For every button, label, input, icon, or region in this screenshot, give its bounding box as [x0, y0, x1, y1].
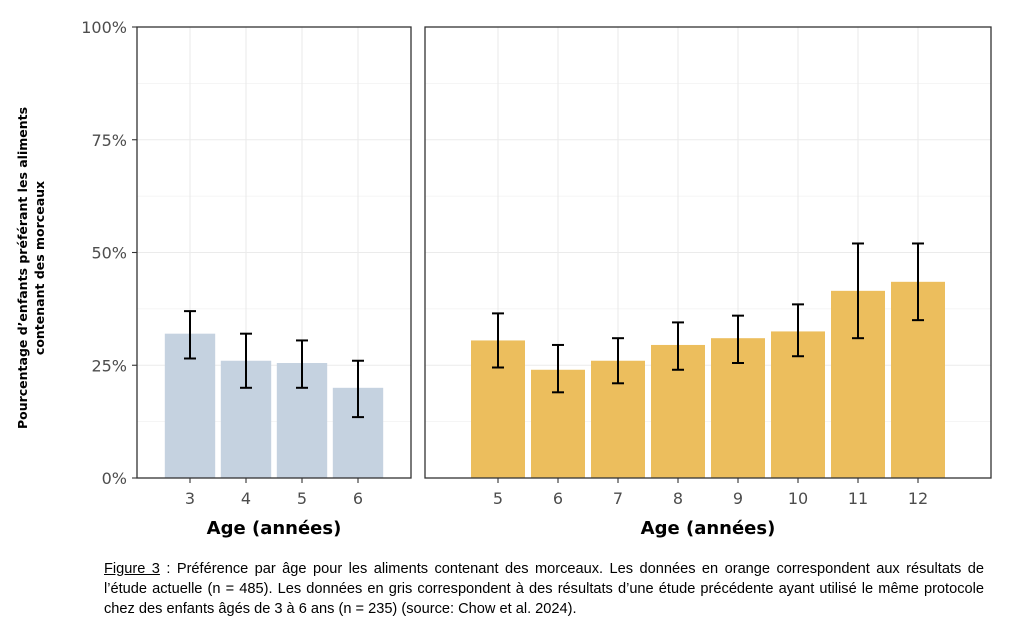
y-tick-label: 0% — [102, 469, 127, 488]
figure-label: Figure 3 — [104, 561, 160, 577]
x-axis-title-1: Age (années) — [641, 518, 776, 539]
x-tick-label: 5 — [297, 489, 307, 508]
x-tick-label: 9 — [733, 489, 743, 508]
x-tick-label: 4 — [241, 489, 251, 508]
x-tick-label: 5 — [493, 489, 503, 508]
x-tick-label: 6 — [553, 489, 563, 508]
y-tick-label: 75% — [91, 131, 127, 150]
x-tick-label: 11 — [848, 489, 868, 508]
figure-caption: Figure 3 : Préférence par âge pour les a… — [104, 559, 984, 619]
x-tick-label: 8 — [673, 489, 683, 508]
panel-border-1 — [424, 26, 992, 479]
x-tick-label: 12 — [908, 489, 928, 508]
x-axis-title-0: Age (années) — [207, 518, 342, 539]
y-axis-title-line-2: contenant des morceaux — [32, 181, 47, 355]
y-tick-label: 25% — [91, 356, 127, 375]
x-tick-label: 6 — [353, 489, 363, 508]
bar-chart: Pourcentage d’enfants préférant les alim… — [15, 18, 992, 539]
caption-text: : Préférence par âge pour les aliments c… — [104, 561, 984, 617]
x-tick-label: 3 — [185, 489, 195, 508]
y-axis-title: Pourcentage d’enfants préférant les alim… — [15, 107, 47, 429]
y-axis-title-line-1: Pourcentage d’enfants préférant les alim… — [15, 107, 30, 429]
x-tick-label: 10 — [788, 489, 808, 508]
y-tick-label: 50% — [91, 244, 127, 263]
x-tick-label: 7 — [613, 489, 623, 508]
y-tick-label: 100% — [81, 18, 127, 37]
